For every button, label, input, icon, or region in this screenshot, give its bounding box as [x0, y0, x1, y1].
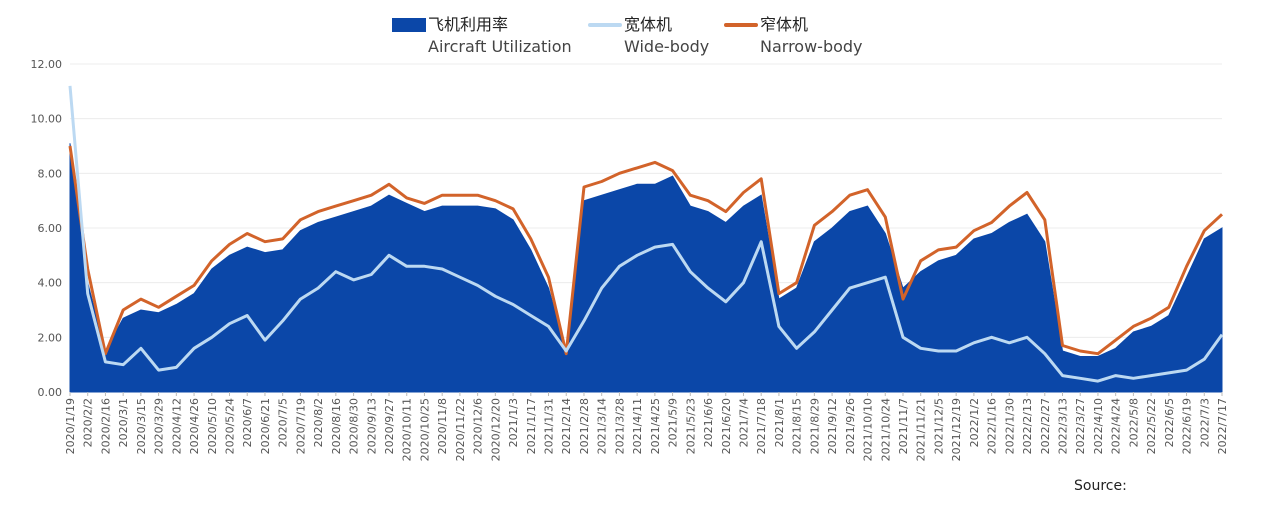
x-tick-label: 2022/7/17 — [1216, 398, 1229, 454]
x-tick-label: 2020/8/2 — [312, 398, 325, 447]
legend-swatch-narrow-body — [724, 23, 758, 27]
x-tick-label: 2021/9/12 — [826, 398, 839, 454]
x-tick-label: 2020/4/12 — [170, 398, 183, 454]
y-tick-label: 8.00 — [38, 167, 63, 180]
x-tick-label: 2021/5/23 — [684, 398, 697, 454]
x-tick-label: 2022/6/5 — [1163, 398, 1176, 447]
x-tick-label: 2022/1/16 — [986, 398, 999, 454]
y-tick-label: 2.00 — [38, 331, 63, 344]
x-tick-label: 2021/3/28 — [613, 398, 626, 454]
x-tick-label: 2020/4/26 — [188, 398, 201, 454]
x-tick-label: 2020/7/19 — [294, 398, 307, 454]
x-tick-label: 2020/11/8 — [436, 398, 449, 454]
x-tick-label: 2021/12/5 — [932, 398, 945, 454]
x-tick-label: 2020/9/27 — [383, 398, 396, 454]
x-tick-label: 2021/2/14 — [560, 398, 573, 454]
x-tick-label: 2022/4/10 — [1092, 398, 1105, 454]
x-tick-label: 2021/4/25 — [649, 398, 662, 454]
x-tick-label: 2020/3/1 — [117, 398, 130, 447]
legend-label-utilization-zh: 飞机利用率 — [428, 15, 509, 34]
x-tick-label: 2022/1/30 — [1003, 398, 1016, 454]
x-tick-label: 2020/12/20 — [489, 398, 502, 461]
y-tick-label: 10.00 — [31, 113, 63, 126]
x-tick-label: 2022/1/2 — [968, 398, 981, 447]
x-tick-label: 2021/12/19 — [950, 398, 963, 461]
x-tick-label: 2021/11/21 — [915, 398, 928, 461]
x-tick-label: 2020/6/7 — [241, 398, 254, 447]
legend-label-wide-body-en: Wide-body — [624, 37, 710, 56]
x-tick-label: 2021/7/4 — [737, 398, 750, 447]
x-tick-label: 2021/6/6 — [702, 398, 715, 447]
x-tick-label: 2021/8/29 — [808, 398, 821, 454]
x-tick-label: 2021/11/7 — [897, 398, 910, 454]
x-tick-label: 2021/1/31 — [543, 398, 556, 454]
x-tick-label: 2021/2/28 — [578, 398, 591, 454]
x-tick-label: 2022/2/13 — [1021, 398, 1034, 454]
legend-swatch-wide-body — [588, 23, 622, 27]
x-tick-label: 2020/1/19 — [64, 398, 77, 454]
x-tick-label: 2021/10/10 — [862, 398, 875, 461]
x-tick-label: 2020/8/16 — [330, 398, 343, 454]
source-label: Source: — [1074, 478, 1127, 494]
x-tick-label: 2022/2/27 — [1039, 398, 1052, 454]
x-axis-ticks: 2020/1/19 2020/2/2 2020/2/16 2020/3/1 2020/3… — [64, 392, 1229, 461]
y-tick-label: 6.00 — [38, 222, 63, 235]
x-tick-label: 2020/5/10 — [206, 398, 219, 454]
legend-swatch-utilization — [392, 18, 426, 32]
x-tick-label: 2021/7/18 — [755, 398, 768, 454]
x-tick-label: 2021/8/15 — [791, 398, 804, 454]
x-tick-label: 2021/10/24 — [879, 398, 892, 461]
line-narrow-body — [68, 145, 1224, 356]
x-tick-label: 2021/8/1 — [773, 398, 786, 447]
legend-label-wide-body-zh: 宽体机 — [624, 15, 673, 34]
y-tick-label: 12.00 — [31, 58, 63, 71]
x-tick-label: 2020/7/5 — [277, 398, 290, 447]
legend-label-utilization-en: Aircraft Utilization — [428, 37, 572, 56]
y-tick-label: 0.00 — [38, 386, 63, 399]
x-tick-label: 2021/5/9 — [667, 398, 680, 447]
x-tick-label: 2022/5/22 — [1145, 398, 1158, 454]
x-tick-label: 2022/6/19 — [1181, 398, 1194, 454]
x-tick-label: 2020/3/15 — [135, 398, 148, 454]
x-tick-label: 2021/1/17 — [525, 398, 538, 454]
x-tick-label: 2020/10/25 — [418, 398, 431, 461]
x-tick-label: 2022/5/8 — [1127, 398, 1140, 447]
x-tick-label: 2021/3/14 — [596, 398, 609, 454]
area-aircraft-utilization — [69, 143, 1223, 393]
x-tick-label: 2022/4/24 — [1110, 398, 1123, 454]
x-tick-label: 2020/11/22 — [454, 398, 467, 461]
x-tick-label: 2022/7/3 — [1198, 398, 1211, 447]
x-tick-label: 2020/2/16 — [99, 398, 112, 454]
x-tick-label: 2021/6/20 — [720, 398, 733, 454]
x-tick-label: 2022/3/27 — [1074, 398, 1087, 454]
x-tick-label: 2020/2/2 — [82, 398, 95, 447]
y-tick-label: 4.00 — [38, 277, 63, 290]
x-tick-label: 2020/8/30 — [348, 398, 361, 454]
x-tick-label: 2020/5/24 — [224, 398, 237, 454]
x-tick-label: 2020/6/21 — [259, 398, 272, 454]
line-wide-body — [68, 85, 1224, 383]
x-tick-label: 2022/3/13 — [1056, 398, 1069, 454]
x-tick-label: 2020/12/6 — [472, 398, 485, 454]
x-tick-label: 2020/3/29 — [153, 398, 166, 454]
x-tick-label: 2021/9/26 — [844, 398, 857, 454]
x-tick-label: 2020/10/11 — [401, 398, 414, 461]
series-group — [68, 85, 1224, 393]
legend-label-narrow-body-en: Narrow-body — [760, 37, 863, 56]
x-tick-label: 2021/1/3 — [507, 398, 520, 447]
legend-label-narrow-body-zh: 窄体机 — [760, 15, 809, 34]
y-axis-ticks: 0.00 2.00 4.00 6.00 8.00 10.00 12.00 — [31, 58, 63, 399]
legend: 飞机利用率 Aircraft Utilization 宽体机 Wide-body… — [0, 14, 1268, 60]
x-tick-label: 2021/4/11 — [631, 398, 644, 454]
x-tick-label: 2020/9/13 — [365, 398, 378, 454]
